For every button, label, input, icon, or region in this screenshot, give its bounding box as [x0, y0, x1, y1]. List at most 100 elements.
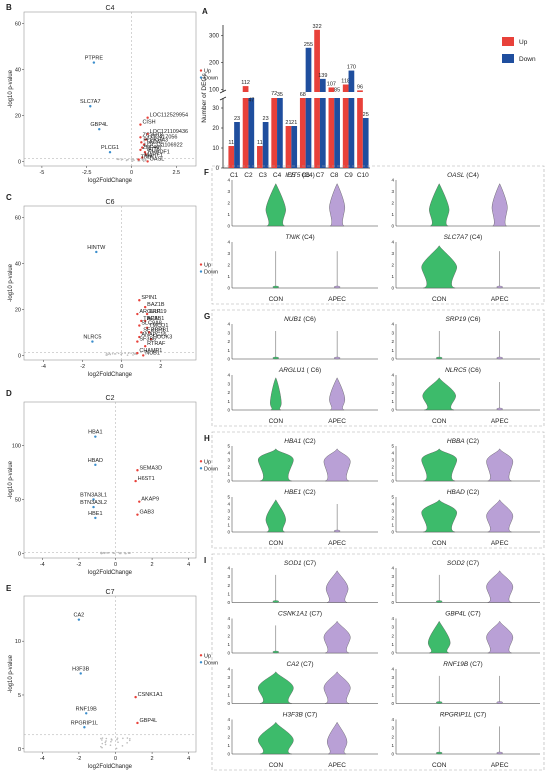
- cluster-tag: (C2): [465, 489, 479, 496]
- x-tick-label-a: C3: [259, 172, 268, 179]
- violin-y-tick-label: 0: [391, 224, 394, 229]
- y-tick-label: 40: [15, 67, 21, 73]
- violin-y-tick-label: 3: [227, 625, 230, 630]
- violin-y-tick-label: 2: [391, 465, 394, 470]
- panel-letter: F: [204, 168, 209, 177]
- y-tick-label: 10: [15, 639, 21, 645]
- y-axis-label-a: Number of DEGs: [201, 73, 208, 123]
- legend-label-down: Down: [204, 270, 218, 276]
- violin-con: [436, 356, 443, 360]
- up-point-label: AP3B1: [147, 316, 164, 322]
- violin-apec: [496, 701, 503, 704]
- y-axis-label: -log10 p-value: [8, 460, 14, 499]
- y-tick-label: 40: [15, 261, 21, 267]
- up-point-label: SERBP1: [143, 327, 165, 333]
- violin-y-tick-label: 1: [227, 472, 230, 477]
- violin-y-tick-label: 2: [227, 339, 230, 344]
- down-point-label: GBP4L: [90, 122, 108, 128]
- violin-y-tick-label: 2: [391, 684, 394, 689]
- gene-name: NUB1: [284, 316, 302, 323]
- bar-down: [305, 47, 312, 92]
- up-point: [143, 305, 147, 309]
- violin-y-tick-label: 0: [227, 701, 230, 706]
- up-point: [146, 160, 149, 163]
- up-point: [136, 312, 139, 316]
- violin-y-tick-label: 2: [227, 516, 230, 521]
- violin-apec: [329, 377, 346, 411]
- violin-y-tick-label: 3: [227, 251, 230, 256]
- up-point: [141, 146, 144, 149]
- violin-y-tick-label: 1: [227, 692, 230, 697]
- violin-y-tick-label: 0: [391, 600, 394, 605]
- violin-x-label-apec: APEC: [491, 296, 509, 303]
- x-tick-label: 0: [114, 756, 117, 762]
- violin-title: HBA1 (C2): [284, 438, 315, 445]
- up-point: [144, 153, 148, 156]
- x-tick-label: -4: [41, 364, 46, 370]
- gene-name: CA2: [286, 661, 299, 668]
- y-tick-label: 0: [18, 747, 21, 753]
- legend-label-up: Up: [204, 263, 211, 269]
- background-point: [108, 352, 111, 355]
- x-tick-label: -4: [40, 562, 45, 568]
- violin-title: HBBA (C2): [447, 438, 479, 445]
- violin-y-tick-label: 2: [227, 684, 230, 689]
- up-point-label: RTRAF: [147, 341, 166, 347]
- violin-title: NLRC5 (C6): [445, 367, 481, 374]
- violin-panel-frame: [211, 165, 545, 305]
- down-point-label: HBE1: [88, 511, 102, 517]
- violin-apec: [486, 499, 514, 533]
- y-tick-label: 50: [15, 498, 21, 504]
- violin-con: [257, 448, 294, 482]
- gene-name: GBP4L: [445, 611, 466, 618]
- up-point: [137, 158, 140, 161]
- background-point: [105, 740, 107, 742]
- legend-label-up: Up: [204, 459, 211, 465]
- bar-up: [257, 146, 263, 168]
- cluster-tag: (C4): [464, 172, 478, 179]
- up-point-label: LOC417056: [148, 135, 178, 141]
- up-point-label: PLEKHA3: [143, 137, 168, 143]
- bar-value-label: 255: [304, 42, 313, 48]
- down-point-label: PTPRE: [85, 56, 104, 62]
- violin-apec: [333, 529, 341, 533]
- down-point: [79, 672, 82, 675]
- up-point: [142, 354, 145, 357]
- y-tick-label-a: 0: [216, 166, 220, 172]
- background-point: [111, 551, 114, 554]
- violin-x-label-con: CON: [269, 540, 284, 547]
- violin-y-tick-label: 4: [227, 178, 230, 183]
- background-point: [122, 737, 124, 740]
- background-point: [127, 352, 130, 354]
- bar-up: [328, 98, 335, 168]
- y-tick-label-a: 20: [212, 126, 219, 132]
- background-point: [131, 160, 134, 162]
- legend-dot-down: [199, 467, 203, 470]
- bar-value-label: 21: [285, 120, 291, 126]
- violin-apec: [486, 448, 514, 482]
- background-point: [103, 552, 106, 555]
- up-point: [138, 299, 141, 302]
- x-tick-label-a: C4: [273, 172, 282, 179]
- violin-y-tick-label: 3: [391, 458, 394, 463]
- background-point: [134, 352, 137, 355]
- violin-y-tick-label: 0: [227, 286, 230, 291]
- violin-y-tick-label: 1: [391, 591, 394, 596]
- violin-y-tick-label: 5: [391, 444, 394, 449]
- up-point-label: HOOK3: [153, 334, 172, 340]
- violin-con: [421, 448, 458, 482]
- bar-value-label: 139: [318, 73, 327, 79]
- background-point: [105, 354, 107, 356]
- violin-y-tick-label: 0: [391, 408, 394, 413]
- violin-y-tick-label: 1: [391, 642, 394, 647]
- background-point: [130, 352, 132, 354]
- violin-con: [427, 620, 451, 654]
- x-tick-label-a: C8: [330, 172, 339, 179]
- x-axis-label: log2FoldChange: [88, 178, 133, 184]
- violin-con: [272, 650, 279, 654]
- background-point: [116, 737, 119, 739]
- bar-value-label: 322: [312, 24, 321, 30]
- background-point: [132, 354, 134, 356]
- violin-y-tick-label: 4: [227, 240, 230, 245]
